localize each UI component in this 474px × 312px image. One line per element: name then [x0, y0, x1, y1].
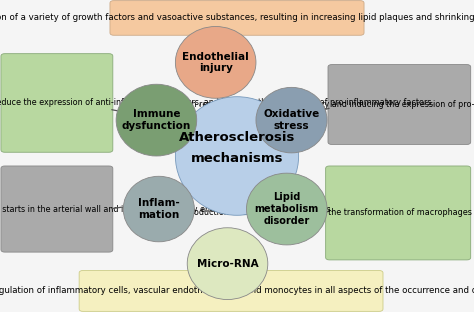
- Text: Endothelial
injury: Endothelial injury: [182, 51, 249, 73]
- Text: Micro-RNA: Micro-RNA: [197, 259, 258, 269]
- Text: Participating in the regulation of inflammatory cells, vascular endothelial cell: Participating in the regulation of infla…: [0, 286, 474, 295]
- Ellipse shape: [256, 87, 327, 153]
- Text: The main reason for endothelial cell injury and inducing the expression of pro-i: The main reason for endothelial cell inj…: [159, 100, 474, 109]
- Text: Lipid
metabolism
disorder: Lipid metabolism disorder: [255, 193, 319, 226]
- Text: Inflam-
mation: Inflam- mation: [138, 198, 180, 220]
- Text: Atherosclerosis is a chronic inflammatory disease that starts in the arterial wa: Atherosclerosis is a chronic inflammator…: [0, 205, 333, 213]
- FancyBboxPatch shape: [110, 1, 364, 35]
- Ellipse shape: [123, 176, 194, 242]
- Ellipse shape: [175, 97, 299, 215]
- Text: Oxidative
stress: Oxidative stress: [264, 109, 319, 131]
- Ellipse shape: [246, 173, 327, 245]
- FancyBboxPatch shape: [328, 65, 471, 144]
- FancyBboxPatch shape: [79, 271, 383, 311]
- Text: Secretion of a variety of growth factors and vasoactive substances, resulting in: Secretion of a variety of growth factors…: [0, 13, 474, 22]
- FancyBboxPatch shape: [1, 166, 113, 252]
- Text: Immune
dysfunction: Immune dysfunction: [122, 109, 191, 131]
- FancyBboxPatch shape: [1, 54, 113, 152]
- Ellipse shape: [116, 84, 197, 156]
- Text: Promoting the production of Ox-LDL, accelerating the transformation of macrophag: Promoting the production of Ox-LDL, acce…: [126, 208, 474, 217]
- Ellipse shape: [175, 27, 256, 98]
- Text: Innate immune response cells disrupt the synthesis and release of cytokines, red: Innate immune response cells disrupt the…: [0, 99, 434, 107]
- Ellipse shape: [187, 228, 268, 300]
- FancyBboxPatch shape: [326, 166, 471, 260]
- Text: Atherosclerosis
mechanisms: Atherosclerosis mechanisms: [179, 131, 295, 165]
